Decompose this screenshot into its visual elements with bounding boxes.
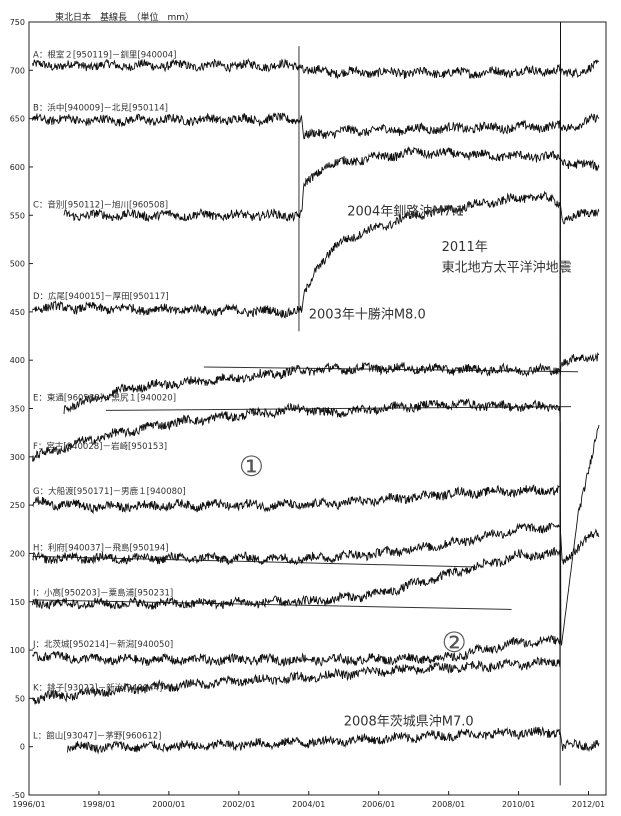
annotation: ① (239, 450, 264, 483)
y-tick-label: 100 (10, 646, 25, 655)
x-tick-label: 2012/01 (572, 800, 605, 809)
x-tick-label: 1996/01 (12, 800, 45, 809)
y-tick-label: -50 (12, 791, 25, 800)
plot-area: 7507006506005505004504003503002502001501… (10, 18, 607, 809)
series-label: D：広尾[940015]－厚田[950117] (33, 291, 169, 302)
series-line (67, 726, 600, 755)
y-tick-label: 500 (10, 260, 25, 269)
annotation: 2008年茨城県沖M7.0 (344, 714, 474, 729)
y-tick-label: 450 (10, 308, 25, 317)
series-label: A：根室２[950119]－釧里[940004] (33, 49, 176, 60)
series-label: I：小高[950203]－粟島浦[950231] (33, 588, 173, 599)
annotation: 東北地方太平洋沖地震 (442, 259, 572, 275)
y-tick-label: 600 (10, 163, 25, 172)
y-tick-label: 750 (10, 18, 25, 27)
series-line (32, 190, 600, 319)
series-line (32, 522, 600, 566)
x-tick-label: 2006/01 (362, 800, 395, 809)
series-label: F：宮古[940028]－岩崎[950153] (33, 441, 167, 452)
series-line (32, 57, 600, 80)
trend-line (105, 406, 572, 411)
y-tick-label: 350 (10, 405, 25, 414)
x-tick-label: 1998/01 (82, 800, 115, 809)
series-label: K：銚子[93022]－新治[940044] (33, 682, 162, 693)
series-label: J：北茨城[950214]－新潟[940050] (32, 639, 173, 650)
y-tick-label: 650 (10, 115, 25, 124)
y-tick-label: 50 (15, 694, 25, 703)
series-line (32, 21, 561, 705)
y-tick-label: 150 (10, 598, 25, 607)
x-tick-label: 2004/01 (292, 800, 325, 809)
y-tick-label: 200 (10, 549, 25, 558)
x-tick-label: 2010/01 (502, 800, 535, 809)
y-tick-label: 300 (10, 453, 25, 462)
series-line (32, 112, 600, 140)
series-line (63, 146, 600, 223)
series-line (32, 21, 561, 610)
series-label: G：大船渡[950171]－男鹿１[940080] (33, 486, 186, 497)
annotation: 2011年 (442, 240, 488, 255)
series-label: H：利府[940037]－飛島[950194] (33, 542, 169, 553)
y-tick-label: 400 (10, 356, 25, 365)
series-line (32, 21, 561, 667)
annotation: ② (442, 626, 467, 659)
trend-line (203, 366, 579, 373)
x-tick-label: 2008/01 (432, 800, 465, 809)
chart-title: 東北日本 基線長 （単位 mm） (55, 11, 194, 23)
series-line (32, 21, 561, 515)
y-tick-label: 550 (10, 211, 25, 220)
x-tick-label: 2002/01 (222, 800, 255, 809)
y-tick-label: 700 (10, 66, 25, 75)
series-label: B：浜中[940009]－北見[950114] (33, 103, 168, 114)
series-label: E：東通[960588]－黒尻１[940020] (33, 393, 176, 404)
annotation: 2003年十勝沖M8.0 (309, 308, 426, 323)
trend-line (32, 599, 512, 610)
y-tick-label: 250 (10, 501, 25, 510)
series-label: C：音別[950112]－旭川[960508] (33, 199, 168, 210)
x-tick-label: 2000/01 (152, 800, 185, 809)
series-line (63, 351, 600, 415)
y-tick-label: 0 (20, 743, 25, 752)
series-label: L：館山[93047]－茅野[960612] (33, 731, 162, 742)
series-line (32, 397, 600, 646)
annotation: 2004年釧路沖M7.1 (347, 203, 464, 219)
